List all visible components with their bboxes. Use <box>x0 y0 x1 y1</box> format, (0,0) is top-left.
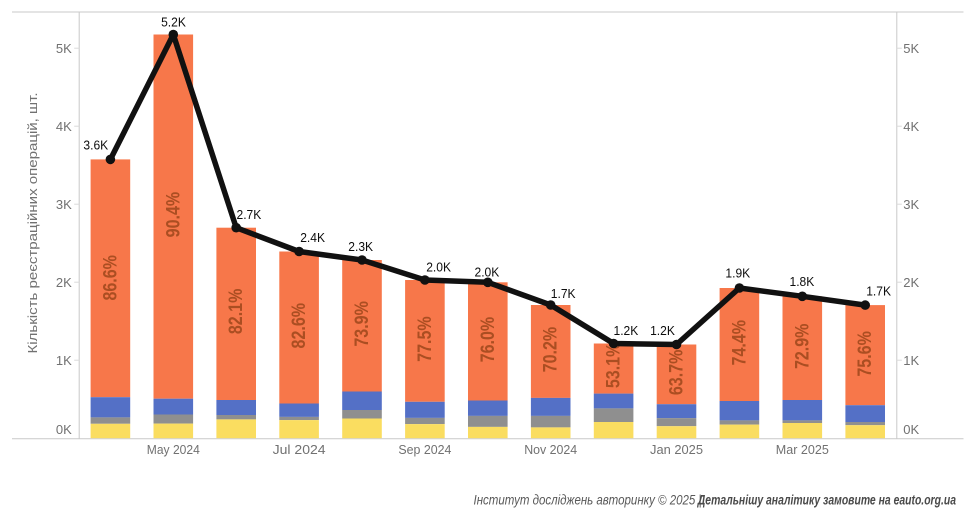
svg-text:5.2K: 5.2K <box>161 15 186 30</box>
svg-text:70.2%: 70.2% <box>540 327 562 373</box>
svg-text:1.8K: 1.8K <box>790 274 815 289</box>
svg-text:2.7K: 2.7K <box>237 207 262 222</box>
svg-text:2.4K: 2.4K <box>300 230 325 245</box>
svg-text:3.6K: 3.6K <box>83 137 108 152</box>
svg-text:2.0K: 2.0K <box>426 259 451 274</box>
svg-text:1.2K: 1.2K <box>614 323 639 338</box>
svg-text:3K: 3K <box>903 197 919 212</box>
svg-text:82.1%: 82.1% <box>225 289 247 335</box>
svg-text:5K: 5K <box>903 41 919 56</box>
svg-text:1.7K: 1.7K <box>866 283 891 298</box>
svg-text:82.6%: 82.6% <box>288 303 310 349</box>
svg-text:5K: 5K <box>56 41 72 56</box>
svg-text:Кількість реєстраційних операц: Кількість реєстраційних операцій, шт. <box>26 93 40 354</box>
svg-text:3K: 3K <box>56 197 72 212</box>
svg-text:53.1%: 53.1% <box>603 343 625 389</box>
svg-text:1K: 1K <box>56 353 72 368</box>
svg-text:Jul 2024: Jul 2024 <box>273 442 326 457</box>
svg-text:1K: 1K <box>903 353 919 368</box>
svg-text:Nov 2024: Nov 2024 <box>524 442 577 457</box>
svg-text:4K: 4K <box>903 119 919 134</box>
svg-text:4K: 4K <box>56 119 72 134</box>
svg-text:2.3K: 2.3K <box>348 239 373 254</box>
svg-text:Детальнішу аналітику замовите: Детальнішу аналітику замовите на eauto.o… <box>697 492 956 508</box>
svg-text:1.2K: 1.2K <box>650 323 675 338</box>
svg-text:2K: 2K <box>56 275 72 290</box>
svg-text:86.6%: 86.6% <box>99 255 121 301</box>
svg-text:74.4%: 74.4% <box>728 320 750 366</box>
svg-text:76.0%: 76.0% <box>477 317 499 363</box>
svg-text:May 2024: May 2024 <box>147 442 200 457</box>
svg-text:Sep 2024: Sep 2024 <box>398 442 451 457</box>
svg-text:75.6%: 75.6% <box>854 331 876 377</box>
svg-text:63.7%: 63.7% <box>666 350 688 396</box>
svg-text:1.7K: 1.7K <box>551 286 576 301</box>
svg-text:Інститут досліджень авторинку: Інститут досліджень авторинку © 2025 | <box>474 492 702 508</box>
svg-text:1.9K: 1.9K <box>725 265 750 280</box>
svg-text:2K: 2K <box>903 275 919 290</box>
svg-text:Jan 2025: Jan 2025 <box>650 442 703 457</box>
svg-text:0K: 0K <box>903 422 919 437</box>
svg-text:90.4%: 90.4% <box>162 192 184 238</box>
svg-text:77.5%: 77.5% <box>414 316 436 362</box>
svg-text:Mar 2025: Mar 2025 <box>776 442 829 457</box>
svg-text:2.0K: 2.0K <box>475 265 500 280</box>
svg-text:72.9%: 72.9% <box>791 324 813 370</box>
svg-text:73.9%: 73.9% <box>351 301 373 347</box>
svg-text:0K: 0K <box>56 422 72 437</box>
